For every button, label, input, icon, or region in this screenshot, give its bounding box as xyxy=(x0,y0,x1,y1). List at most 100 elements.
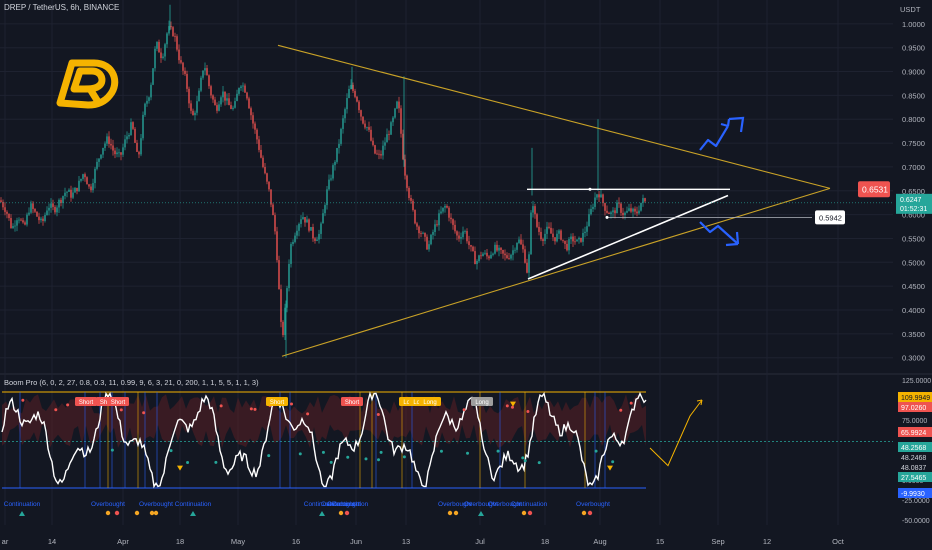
candle-body xyxy=(236,93,238,102)
candle-body xyxy=(426,236,428,250)
candle-body xyxy=(292,241,294,245)
candle-body xyxy=(206,68,208,76)
candle-body xyxy=(510,254,512,259)
candle-body xyxy=(308,219,310,231)
oscillator-dot xyxy=(510,405,514,409)
bottom-marker-dot xyxy=(581,510,587,516)
time-tick-label: Oct xyxy=(832,537,845,546)
candle-body xyxy=(382,145,384,156)
candle-body xyxy=(62,196,64,203)
candle-body xyxy=(222,91,224,98)
osc-value-label: 48.2568 xyxy=(901,445,926,452)
candle-body xyxy=(2,201,4,208)
candle-body xyxy=(370,129,372,141)
time-tick-label: May xyxy=(231,537,245,546)
candle-body xyxy=(118,152,120,154)
oscillator-dot xyxy=(619,408,623,412)
candle-body xyxy=(34,208,36,212)
candle-body xyxy=(270,189,272,205)
candle-body xyxy=(358,101,360,111)
candle-body xyxy=(408,187,410,199)
candle-body xyxy=(304,217,306,223)
candle-body xyxy=(594,197,596,207)
candle-body xyxy=(152,68,154,85)
top-signal-label: Long xyxy=(475,400,488,406)
oscillator-dot xyxy=(110,448,114,452)
candle-body xyxy=(284,307,286,335)
candle-body xyxy=(348,89,350,99)
candle-body xyxy=(360,110,362,117)
candle-body xyxy=(540,231,542,240)
candle-body xyxy=(82,174,84,179)
signal-triangle xyxy=(607,465,613,471)
candle-body xyxy=(198,90,200,102)
candle-body xyxy=(424,232,426,237)
candle-body xyxy=(520,239,522,245)
candle-body xyxy=(436,224,438,226)
time-tick-label: 18 xyxy=(176,537,184,546)
top-signal-badge xyxy=(419,397,441,406)
candle-body xyxy=(148,97,150,101)
candle-body xyxy=(444,205,446,208)
candle-body xyxy=(8,213,10,219)
candle-body xyxy=(428,244,430,250)
bottom-marker-dot xyxy=(527,510,533,516)
top-signal-badge xyxy=(107,397,129,406)
candle-body xyxy=(174,36,176,37)
price-tick-label: 0.7500 xyxy=(902,139,925,148)
candle-body xyxy=(482,253,484,257)
candle-body xyxy=(406,175,408,188)
candle-body xyxy=(604,202,606,211)
candle-body xyxy=(612,210,614,213)
osc-tick-label: 75.0000 xyxy=(902,418,927,425)
candle-body xyxy=(122,147,124,155)
oscillator-dot xyxy=(66,403,70,407)
candle-body xyxy=(242,85,244,87)
candle-body xyxy=(548,226,550,228)
candle-body xyxy=(494,244,496,254)
candle-body xyxy=(620,203,622,213)
candle-body xyxy=(98,158,100,162)
candle-body xyxy=(102,147,104,155)
candle-body xyxy=(528,254,530,273)
candle-body xyxy=(364,123,366,128)
candle-body xyxy=(582,232,584,242)
candle-body xyxy=(470,245,472,247)
time-tick-label: Apr xyxy=(117,537,129,546)
candle-body xyxy=(412,200,414,210)
candle-body xyxy=(562,239,564,241)
candle-body xyxy=(606,210,608,213)
bottom-signal-label: Overbought xyxy=(327,501,361,508)
osc-value-tag xyxy=(898,427,932,437)
candle-body xyxy=(120,152,122,155)
top-signal-badge xyxy=(341,397,363,406)
candle-body xyxy=(158,41,160,53)
osc-value-tag xyxy=(898,452,932,462)
osc-tick-label: 125.0000 xyxy=(902,378,931,385)
candle-body xyxy=(420,233,422,234)
candle-body xyxy=(146,100,148,104)
price-tick-label: 0.5000 xyxy=(902,258,925,267)
candle-body xyxy=(402,133,404,160)
bottom-marker-dot xyxy=(521,510,527,516)
candle-body xyxy=(340,128,342,144)
candle-body xyxy=(10,218,12,229)
candle-body xyxy=(390,122,392,135)
candle-body xyxy=(256,129,258,140)
candle-body xyxy=(100,154,102,159)
candle-body xyxy=(332,165,334,179)
candle-body xyxy=(560,230,562,240)
candle-body xyxy=(14,225,16,227)
candle-body xyxy=(568,239,570,251)
candle-body xyxy=(622,212,624,216)
candle-body xyxy=(598,194,600,198)
candle-body xyxy=(264,166,266,174)
candle-body xyxy=(346,98,348,110)
oscillator-line xyxy=(1,391,647,489)
candle-body xyxy=(430,234,432,245)
candle-body xyxy=(534,206,536,215)
candle-body xyxy=(350,84,352,90)
candle-body xyxy=(44,215,46,222)
candle-body xyxy=(596,194,598,198)
candle-body xyxy=(384,142,386,146)
